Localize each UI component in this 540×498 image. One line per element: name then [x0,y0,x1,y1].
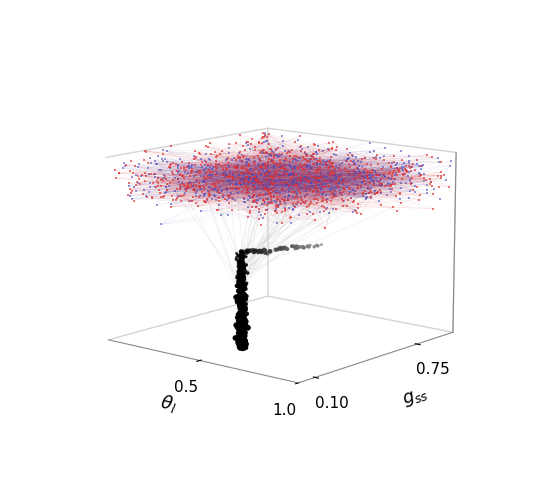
X-axis label: $\theta_l$: $\theta_l$ [158,392,179,416]
Y-axis label: $g_{ss}$: $g_{ss}$ [401,385,431,410]
